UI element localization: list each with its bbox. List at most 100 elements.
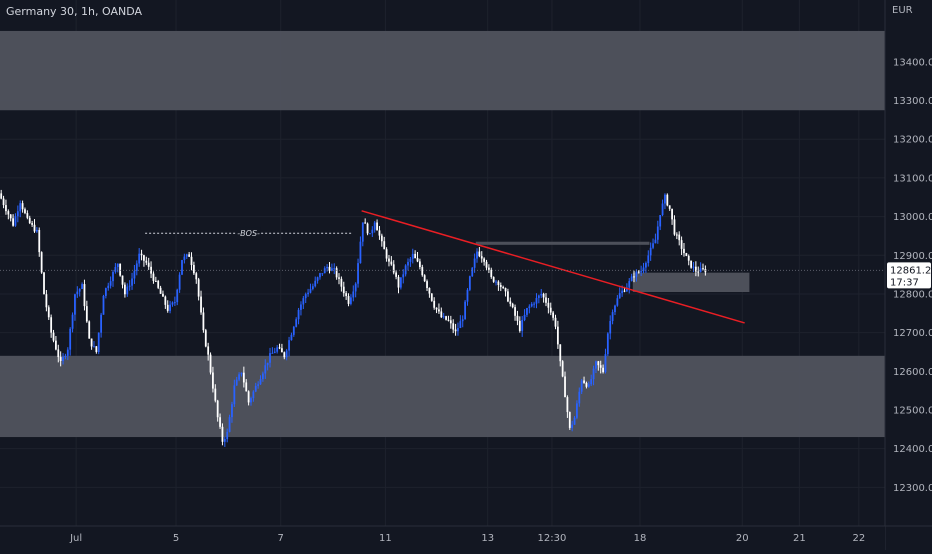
candle-body xyxy=(640,271,643,273)
candle-body xyxy=(528,306,531,309)
candle-body xyxy=(109,281,112,286)
candle-body xyxy=(152,273,155,281)
candle-body xyxy=(416,258,419,262)
candle-body xyxy=(66,349,69,356)
zone-rect-3[interactable] xyxy=(632,272,750,293)
candle-body xyxy=(559,344,562,362)
candle-body xyxy=(471,267,474,277)
candle-body xyxy=(85,306,88,322)
candle-body xyxy=(490,269,493,278)
candle-body xyxy=(697,271,700,273)
candle-body xyxy=(219,417,221,427)
currency-label[interactable]: EUR xyxy=(892,5,913,16)
trendline[interactable] xyxy=(361,210,745,324)
candle-body xyxy=(340,278,343,287)
candle-body xyxy=(694,266,697,272)
candle-body xyxy=(466,289,469,302)
candle-body xyxy=(523,314,526,320)
candle-body xyxy=(552,312,555,318)
y-tick-label: 12300.0 xyxy=(893,483,932,494)
candle-body xyxy=(304,294,307,299)
candle-body xyxy=(90,338,93,347)
y-tick-label: 13200.0 xyxy=(893,135,932,146)
candle-body xyxy=(181,260,183,275)
candle-body xyxy=(568,412,571,428)
candle-body xyxy=(176,289,179,303)
candle-body xyxy=(637,271,640,273)
time-axis[interactable] xyxy=(0,526,885,550)
candle-body xyxy=(464,301,467,320)
candle-body xyxy=(123,284,126,295)
candle-body xyxy=(245,382,248,392)
bos-label-bg xyxy=(236,227,261,240)
candle-body xyxy=(228,417,231,432)
candle-body xyxy=(654,239,657,244)
candle-body xyxy=(188,254,191,257)
candle-body xyxy=(380,235,383,242)
candle-body xyxy=(288,340,290,351)
candle-body xyxy=(440,311,443,318)
candle-body xyxy=(452,323,455,330)
candle-body xyxy=(59,357,62,362)
candle-body xyxy=(97,332,100,352)
candle-body xyxy=(421,267,424,276)
candle-body xyxy=(257,384,260,386)
zone-rect-1[interactable] xyxy=(0,355,893,438)
candle-body xyxy=(483,258,486,262)
candle-body xyxy=(430,293,433,301)
candle-body xyxy=(50,317,53,333)
candle-body xyxy=(192,265,195,274)
candle-body xyxy=(561,361,564,377)
candle-body xyxy=(221,426,224,442)
candle-body xyxy=(19,203,22,212)
candle-body xyxy=(533,303,535,305)
candle-body xyxy=(526,308,528,315)
candle-body xyxy=(595,361,597,369)
candle-body xyxy=(576,403,578,418)
candle-body xyxy=(628,281,631,288)
candle-body xyxy=(328,266,331,271)
candle-body xyxy=(468,276,471,290)
candle-body xyxy=(335,268,338,278)
candle-body xyxy=(71,314,74,329)
candle-body xyxy=(35,229,38,232)
candle-body xyxy=(345,293,348,297)
last-price-badge[interactable] xyxy=(887,262,931,289)
candle-body xyxy=(592,368,595,380)
y-tick-label: 12900.0 xyxy=(893,251,932,262)
candle-body xyxy=(590,379,593,385)
candle-body xyxy=(38,229,41,253)
candle-body xyxy=(242,372,245,383)
candle-body xyxy=(102,295,105,315)
candle-body xyxy=(683,248,685,254)
symbol-title: Germany 30, 1h, OANDA xyxy=(6,5,143,18)
candle-body xyxy=(278,347,281,349)
zone-rect-0[interactable] xyxy=(0,30,893,111)
candle-body xyxy=(478,251,481,257)
candle-body xyxy=(195,273,198,280)
candle-body xyxy=(511,303,514,308)
candle-body xyxy=(185,254,188,257)
candle-body xyxy=(233,385,236,405)
candle-body xyxy=(114,266,117,273)
candle-body xyxy=(107,285,110,289)
candle-body xyxy=(214,388,217,401)
candle-body xyxy=(573,417,576,425)
candle-body xyxy=(14,216,17,226)
candle-body xyxy=(476,251,478,259)
candle-body xyxy=(383,241,386,250)
candle-body xyxy=(150,266,152,274)
zone-rect-2[interactable] xyxy=(475,241,650,245)
y-tick-label: 13400.0 xyxy=(893,57,932,68)
candle-body xyxy=(692,266,695,268)
candle-body xyxy=(254,385,257,392)
x-tick-label: 20 xyxy=(736,533,749,544)
candle-body xyxy=(169,304,172,311)
candle-body xyxy=(40,252,43,273)
candle-body xyxy=(159,287,162,294)
candle-body xyxy=(28,217,31,224)
candle-body xyxy=(164,296,167,305)
candle-body xyxy=(545,297,547,303)
